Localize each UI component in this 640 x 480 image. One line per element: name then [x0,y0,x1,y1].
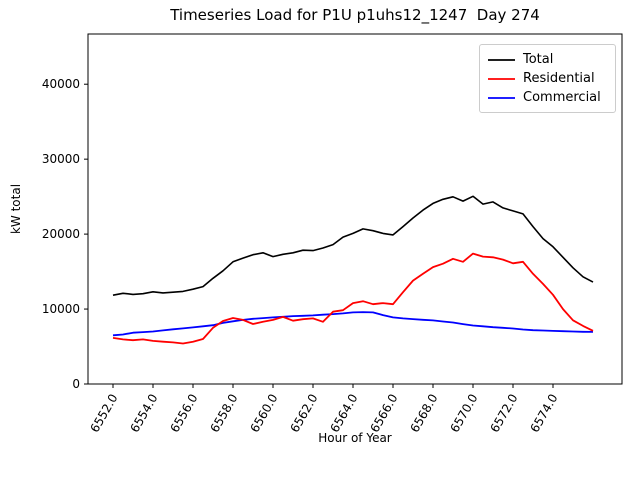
series-line-residential [112,252,594,345]
y-tick-label: 20000 [42,227,80,241]
total-line-swatch [488,58,515,61]
chart-title: Timeseries Load for P1U p1uhs12_1247 Day… [170,6,540,24]
x-tick-label: 6568.0 [407,392,440,435]
plot-area-border [87,33,623,385]
residential-line-swatch [488,77,515,80]
legend-item-commercial: Commercial [488,88,607,107]
x-tick-label: 6566.0 [367,392,400,435]
x-tick-label: 6572.0 [487,392,520,435]
x-tick-label: 6562.0 [287,392,320,435]
x-tick-label: 6560.0 [247,392,280,435]
commercial-line-swatch [488,96,515,99]
y-tick-label: 30000 [42,152,80,166]
x-tick-label: 6554.0 [127,392,160,435]
x-tick-label: 6552.0 [87,392,120,435]
legend: Total Residential Commercial [479,44,616,113]
series-line-commercial [112,311,594,337]
x-tick-label: 6556.0 [167,392,200,435]
data-series-lines [112,195,594,345]
x-tick-label: 6564.0 [327,392,360,435]
y-tick-label: 10000 [42,302,80,316]
legend-label-commercial: Commercial [523,90,601,105]
y-axis-ticks: 0 10000 20000 30000 40000 [42,77,88,391]
x-tick-label: 6558.0 [207,392,240,435]
legend-item-residential: Residential [488,69,607,88]
series-line-total [112,195,594,296]
legend-item-total: Total [488,50,607,69]
x-tick-label: 6570.0 [447,392,480,435]
x-axis-ticks: 6552.0 6554.0 6556.0 6558.0 6560.0 6562.0 6564… [87,384,561,435]
y-axis-label: kW total [9,184,23,234]
x-axis-label: Hour of Year [318,431,392,445]
legend-label-residential: Residential [523,71,595,86]
y-tick-label: 0 [72,377,80,391]
x-tick-label: 6574.0 [527,392,560,435]
y-tick-label: 40000 [42,77,80,91]
legend-label-total: Total [523,52,554,67]
